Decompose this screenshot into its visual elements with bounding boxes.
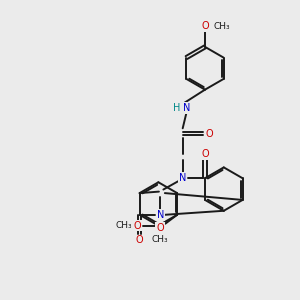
Text: N: N [183,103,190,113]
Text: O: O [133,220,141,231]
Text: CH₃: CH₃ [116,221,133,230]
Text: O: O [201,21,209,31]
Text: O: O [156,223,164,233]
Text: O: O [206,129,213,139]
Text: O: O [136,236,143,245]
Text: CH₃: CH₃ [213,22,230,31]
Text: O: O [201,149,209,159]
Text: H: H [173,103,180,113]
Text: CH₃: CH₃ [152,235,168,244]
Text: N: N [157,210,164,220]
Text: N: N [179,173,186,183]
